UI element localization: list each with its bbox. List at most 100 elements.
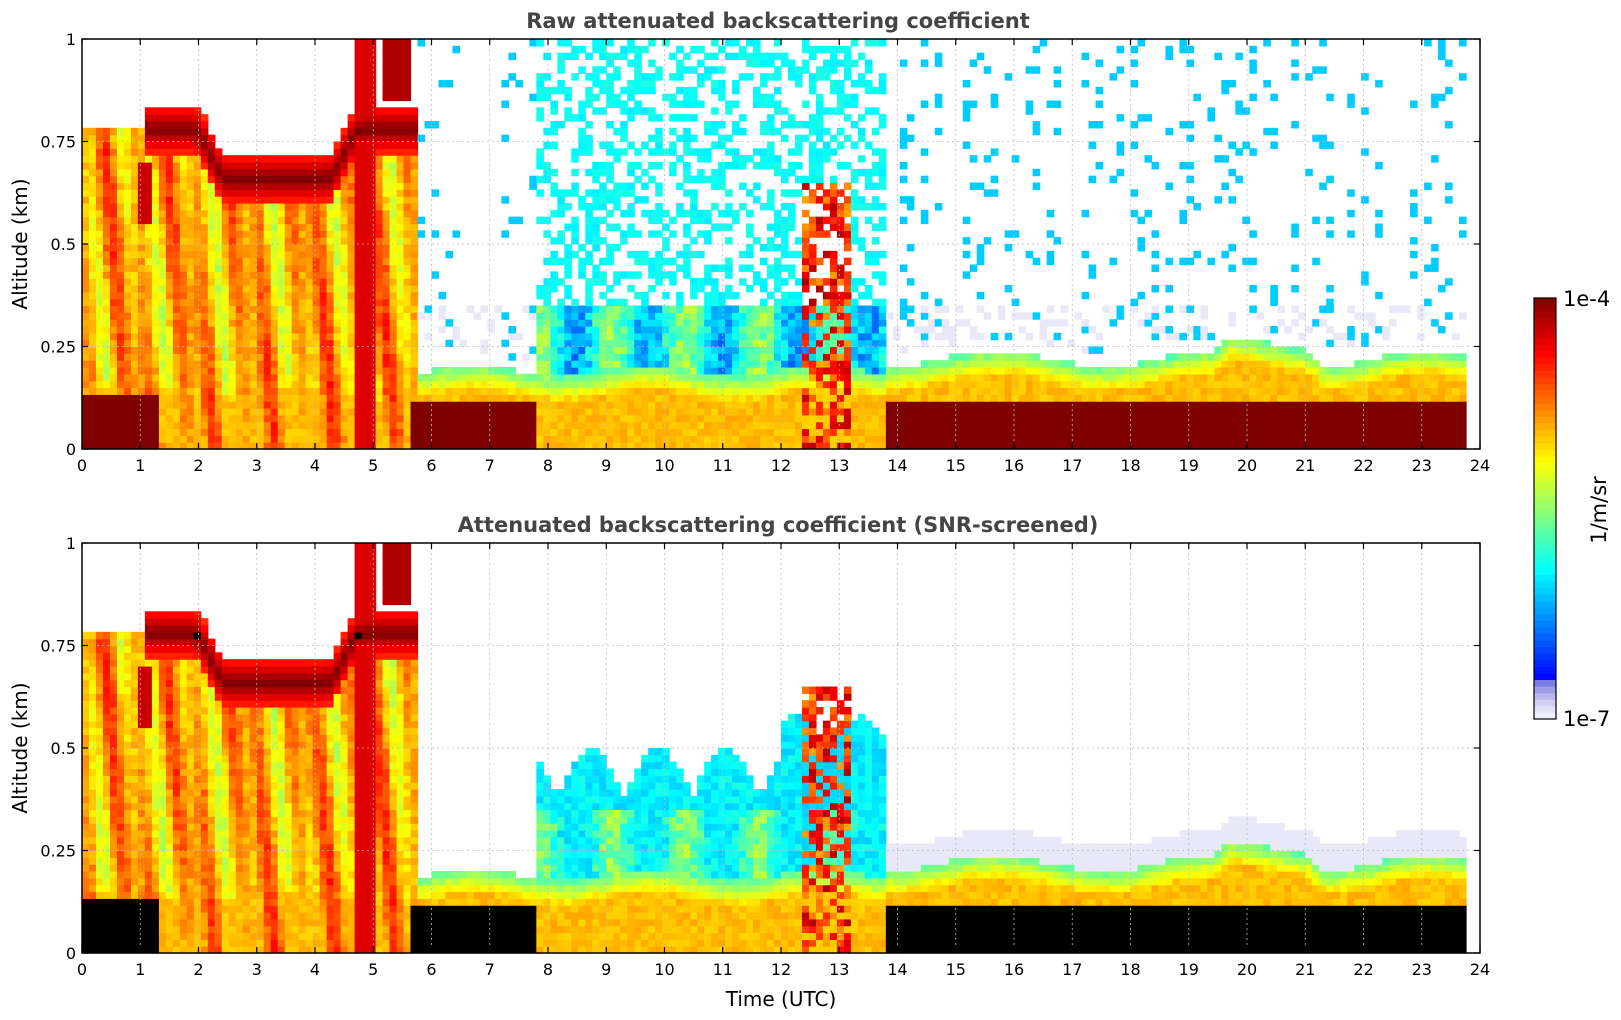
heatmap-cell xyxy=(368,121,377,129)
heatmap-cell xyxy=(179,271,188,279)
heatmap-cell xyxy=(354,175,363,184)
heatmap-cell xyxy=(564,332,572,341)
heatmap-cell xyxy=(536,346,544,354)
heatmap-cell xyxy=(214,175,223,184)
heatmap-cell xyxy=(739,346,747,354)
heatmap-cell xyxy=(571,168,579,177)
heatmap-cell xyxy=(948,414,957,423)
heatmap-cell xyxy=(536,332,544,341)
heatmap-cell xyxy=(669,346,677,354)
heatmap-cell xyxy=(333,244,342,252)
heatmap-cell xyxy=(787,298,796,307)
heatmap-cell xyxy=(829,148,838,156)
heatmap-cell xyxy=(585,223,593,231)
heatmap-cell xyxy=(466,414,475,423)
heatmap-cell xyxy=(410,401,419,409)
heatmap-cell xyxy=(88,373,97,382)
heatmap-cell xyxy=(955,435,964,443)
heatmap-cell xyxy=(354,148,363,156)
heatmap-cell xyxy=(151,168,160,177)
heatmap-cell xyxy=(599,401,607,409)
heatmap-cell xyxy=(613,346,621,354)
heatmap-cell xyxy=(613,100,621,108)
heatmap-cell xyxy=(214,168,223,177)
heatmap-cell xyxy=(186,148,195,156)
heatmap-cell xyxy=(843,332,852,341)
heatmap-cell xyxy=(228,346,237,354)
heatmap-cell xyxy=(536,107,544,115)
heatmap-cell xyxy=(186,380,195,389)
heatmap-cell xyxy=(389,73,398,81)
heatmap-cell xyxy=(326,155,335,163)
heatmap-cell xyxy=(221,319,230,327)
heatmap-cell xyxy=(410,435,419,443)
heatmap-cell xyxy=(137,141,146,149)
heatmap-cell xyxy=(962,360,971,368)
heatmap-cell xyxy=(172,380,181,389)
heatmap-cell xyxy=(319,189,328,197)
heatmap-cell xyxy=(627,387,635,395)
heatmap-cell xyxy=(941,408,950,416)
heatmap-cell xyxy=(284,367,293,375)
heatmap-cell xyxy=(158,353,167,361)
heatmap-cell xyxy=(760,93,768,102)
heatmap-cell xyxy=(794,148,803,156)
heatmap-cell xyxy=(235,305,244,313)
heatmap-cell xyxy=(487,387,496,395)
heatmap-cell xyxy=(130,182,139,190)
heatmap-cell xyxy=(361,114,370,122)
heatmap-cell xyxy=(452,421,461,430)
heatmap-cell xyxy=(382,80,391,88)
heatmap-cell xyxy=(354,203,363,211)
heatmap-cell xyxy=(892,326,901,334)
heatmap-cell xyxy=(291,332,300,341)
heatmap-cell xyxy=(781,216,789,225)
heatmap-cell xyxy=(732,435,740,443)
heatmap-cell xyxy=(753,353,761,361)
heatmap-cell xyxy=(403,196,412,204)
heatmap-cell xyxy=(480,414,489,423)
heatmap-cell xyxy=(543,216,551,225)
heatmap-cell xyxy=(200,319,209,327)
heatmap-cell xyxy=(864,353,873,361)
heatmap-cell xyxy=(235,257,244,266)
heatmap-cell xyxy=(256,162,265,170)
heatmap-cell xyxy=(326,162,335,170)
heatmap-cell xyxy=(116,230,125,238)
heatmap-cell xyxy=(683,373,691,382)
heatmap-cell xyxy=(850,223,859,231)
heatmap-cell xyxy=(109,414,118,423)
heatmap-cell xyxy=(787,401,796,409)
heatmap-cell xyxy=(599,421,607,430)
heatmap-cell xyxy=(878,182,887,190)
heatmap-cell xyxy=(151,298,160,307)
heatmap-cell xyxy=(207,278,216,286)
heatmap-cell xyxy=(172,271,181,279)
heatmap-cell xyxy=(662,414,670,423)
heatmap-cell xyxy=(829,66,838,74)
heatmap-cell xyxy=(683,175,691,184)
heatmap-cell xyxy=(102,305,111,313)
heatmap-cell xyxy=(641,414,649,423)
heatmap-cell xyxy=(82,250,90,259)
heatmap-cell xyxy=(319,435,328,443)
heatmap-cell xyxy=(403,305,412,313)
heatmap-cell xyxy=(774,346,782,354)
heatmap-cell xyxy=(767,127,775,136)
heatmap-cell xyxy=(347,168,356,177)
heatmap-cell xyxy=(613,52,621,61)
heatmap-cell xyxy=(291,203,300,211)
heatmap-cell xyxy=(438,401,447,409)
heatmap-cell xyxy=(850,312,859,320)
heatmap-cell xyxy=(403,134,412,143)
heatmap-cell xyxy=(662,291,670,300)
heatmap-cell xyxy=(158,209,167,218)
heatmap-cell xyxy=(396,80,405,88)
heatmap-cell xyxy=(620,230,628,238)
heatmap-cell xyxy=(347,394,356,402)
heatmap-cell xyxy=(760,408,768,416)
heatmap-cell xyxy=(976,428,985,436)
heatmap-cell xyxy=(753,305,761,313)
heatmap-cell xyxy=(801,367,810,375)
heatmap-cell xyxy=(934,373,943,382)
